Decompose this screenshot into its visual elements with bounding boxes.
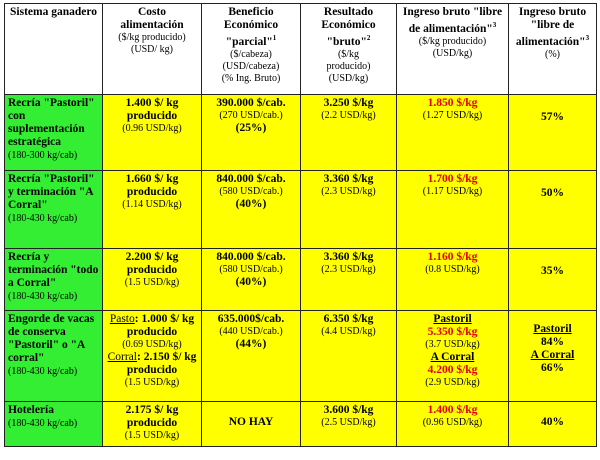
header-income-pct: Ingreso bruto "libre de alimentación"3 (…: [508, 3, 597, 95]
header-income: Ingreso bruto "libre de alimentación"3 (…: [396, 3, 509, 95]
result-cell: 3.360 $/kg (2.3 USD/kg): [300, 170, 397, 249]
income-cell: Pastoril 5.350 $/kg (3.7 USD/kg) A Corra…: [396, 310, 509, 402]
income-pct-cell: 57%: [508, 94, 597, 171]
benefit-cell: 840.000 $/cab. (580 USD/cab.) (40%): [201, 248, 301, 311]
table-row: Recría "Pastoril" con suplementación est…: [4, 94, 597, 171]
system-cell: Recría "Pastoril" con suplementación est…: [4, 94, 103, 171]
income-pct-cell: 35%: [508, 248, 597, 311]
table-row: Engorde de vacas de conserva "Pastoril" …: [4, 310, 597, 402]
income-cell: 1.700 $/kg (1.17 USD/kg): [396, 170, 509, 249]
result-cell: 3.600 $/kg (2.5 USD/kg): [300, 401, 397, 447]
cost-cell: 2.175 $/ kg producido (1.5 USD/kg): [102, 401, 202, 447]
cost-cell: 1.400 $/ kg producido (0.96 USD/kg): [102, 94, 202, 171]
income-cell: 1.160 $/kg (0.8 USD/kg): [396, 248, 509, 311]
income-pct-cell: Pastoril 84% A Corral 66%: [508, 310, 597, 402]
income-cell: 1.850 $/kg (1.27 USD/kg): [396, 94, 509, 171]
system-cell: Hotelería (180-430 kg/cab): [4, 401, 103, 447]
economic-comparison-table: Sistema ganadero Costo alimentación ($/k…: [4, 3, 597, 447]
header-result: Resultado Económico "bruto"2 ($/kg produ…: [300, 3, 397, 95]
header-row: Sistema ganadero Costo alimentación ($/k…: [4, 3, 597, 95]
income-pct-cell: 50%: [508, 170, 597, 249]
table-row: Recría "Pastoril" y terminación "A Corra…: [4, 170, 597, 249]
income-pct-cell: 40%: [508, 401, 597, 447]
table-row: Hotelería (180-430 kg/cab) 2.175 $/ kg p…: [4, 401, 597, 447]
system-cell: Engorde de vacas de conserva "Pastoril" …: [4, 310, 103, 402]
header-system: Sistema ganadero: [4, 3, 103, 95]
cost-cell: Pasto: 1.000 $/ kg producido (0.69 USD/k…: [102, 310, 202, 402]
header-benefit: Beneficio Económico "parcial"1 ($/cabeza…: [201, 3, 301, 95]
benefit-cell: 635.000$/cab. (440 USD/cab.) (44%): [201, 310, 301, 402]
result-cell: 3.250 $/kg (2.2 USD/kg): [300, 94, 397, 171]
benefit-cell: 390.000 $/cab. (270 USD/cab.) (25%): [201, 94, 301, 171]
cost-cell: 2.200 $/ kg producido (1.5 USD/kg): [102, 248, 202, 311]
result-cell: 6.350 $/kg (4.4 USD/kg): [300, 310, 397, 402]
system-cell: Recría "Pastoril" y terminación "A Corra…: [4, 170, 103, 249]
system-cell: Recría y terminación "todo a Corral" (18…: [4, 248, 103, 311]
income-cell: 1.400 $/kg (0.96 USD/kg): [396, 401, 509, 447]
benefit-cell: NO HAY: [201, 401, 301, 447]
result-cell: 3.360 $/kg (2.3 USD/kg): [300, 248, 397, 311]
table-row: Recría y terminación "todo a Corral" (18…: [4, 248, 597, 311]
cost-cell: 1.660 $/ kg producido (1.14 USD/kg): [102, 170, 202, 249]
benefit-cell: 840.000 $/cab. (580 USD/cab.) (40%): [201, 170, 301, 249]
header-cost: Costo alimentación ($/kg producido) (USD…: [102, 3, 202, 95]
